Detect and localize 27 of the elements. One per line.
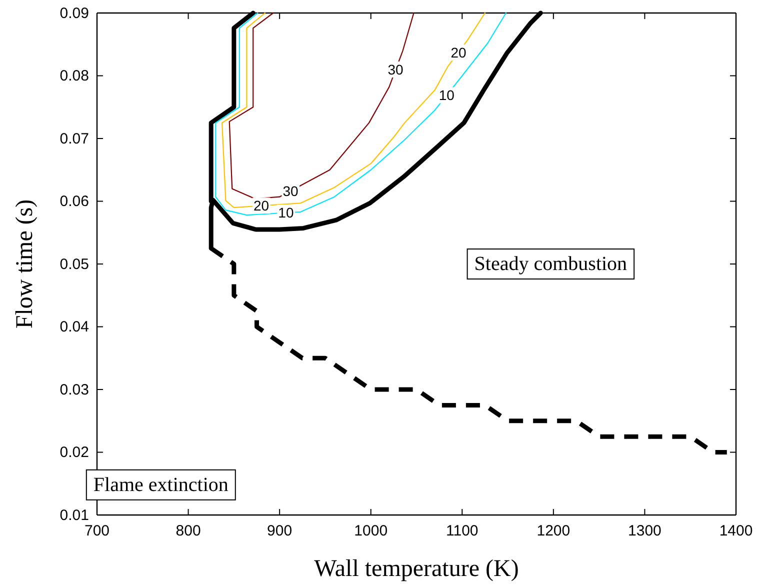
annotation: 10: [438, 87, 455, 104]
x-axis-title: Wall temperature (K): [314, 556, 519, 582]
annotation: Steady combustion: [474, 253, 628, 275]
y-tick-label: 0.06: [60, 193, 89, 210]
x-tick-label: 800: [176, 522, 201, 540]
annotation: 30: [388, 61, 404, 78]
x-tick-label: 1000: [354, 522, 388, 540]
y-tick-label: 0.04: [60, 318, 89, 336]
y-tick-label: 0.03: [60, 381, 89, 398]
x-tick-label: 700: [84, 522, 110, 540]
x-tick-label: 1200: [536, 522, 570, 540]
annotation: 30: [282, 183, 299, 200]
x-tick-label: 1300: [628, 522, 662, 540]
y-tick-label: 0.08: [60, 68, 89, 85]
x-tick-label: 900: [267, 522, 292, 540]
y-tick-label: 0.07: [60, 130, 89, 148]
annotation: 20: [450, 44, 466, 61]
annotation: Flame extinction: [93, 474, 228, 496]
y-axis-title: Flow time (s): [12, 199, 38, 329]
x-tick-label: 1100: [446, 522, 478, 540]
y-tick-label: 0.02: [60, 444, 89, 462]
x-tick-label: 1400: [719, 522, 753, 540]
y-tick-label: 0.01: [60, 506, 89, 524]
annotation: 10: [278, 204, 294, 221]
y-tick-label: 0.05: [60, 256, 89, 273]
annotation: 20: [254, 198, 270, 214]
y-tick-label: 0.09: [60, 4, 89, 22]
